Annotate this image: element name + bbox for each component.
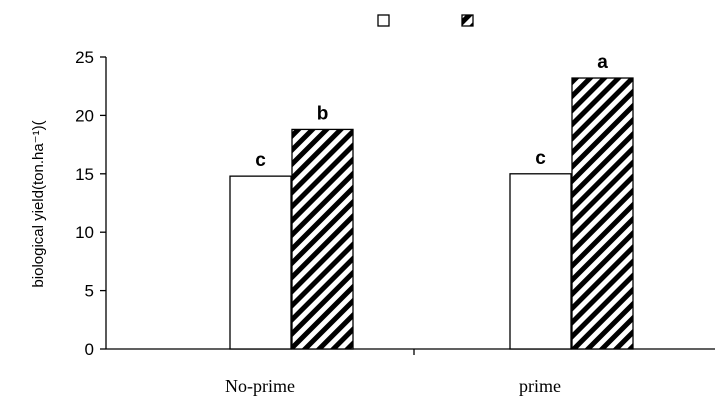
legend [377, 14, 474, 27]
x-category-label: prime [519, 376, 561, 396]
data-label: b [317, 103, 329, 124]
data-labels: c b c a [255, 52, 608, 171]
x-category-label: No-prime [225, 376, 295, 396]
x-ticks: No-prime prime [225, 349, 561, 396]
y-tick-label: 0 [85, 340, 94, 359]
bars [229, 77, 634, 350]
data-label: a [597, 52, 608, 73]
y-tick-label: 15 [75, 165, 94, 184]
data-label: c [535, 148, 546, 169]
legend-swatch-series-2 [461, 14, 474, 27]
y-tick-label: 25 [75, 48, 94, 67]
bar-prime-series-2 [571, 77, 634, 350]
y-tick-label: 20 [75, 106, 94, 125]
y-axis-title: biological yield(ton.ha⁻¹)( [30, 120, 47, 287]
data-label: c [255, 150, 266, 171]
y-ticks: 0 5 10 15 20 25 [75, 48, 106, 359]
bar-no-prime-series-2 [291, 128, 354, 350]
bar-prime-series-1 [509, 173, 572, 350]
y-tick-label: 10 [75, 223, 94, 242]
y-tick-label: 5 [85, 282, 94, 301]
legend-swatch-series-1 [377, 14, 390, 27]
bar-no-prime-series-1 [229, 175, 292, 350]
